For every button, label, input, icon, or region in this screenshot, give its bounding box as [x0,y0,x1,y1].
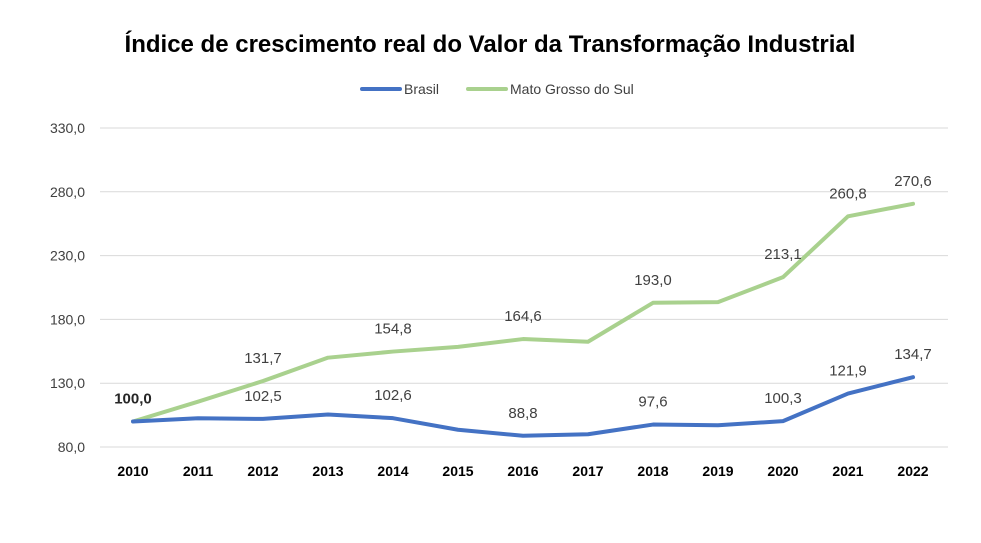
data-label: 134,7 [894,346,932,363]
legend-label-mato-grosso-do-sul: Mato Grosso do Sul [510,81,634,97]
legend-label-brasil: Brasil [404,81,439,97]
data-label: 213,1 [764,246,802,263]
x-axis: 2010 2011 2012 2013 2014 2015 2016 2017 2018 2019… [117,463,928,479]
data-label: 88,8 [508,405,537,422]
y-tick-label: 130,0 [50,375,85,391]
grid-lines [100,127,948,448]
chart-title: Índice de crescimento real do Valor da T… [125,30,856,58]
x-tick-label: 2011 [183,463,214,479]
data-label: 100,3 [764,390,802,407]
x-tick-label: 2018 [637,463,668,479]
legend: Brasil Mato Grosso do Sul [360,81,634,97]
data-label: 102,6 [374,387,412,404]
data-label: 97,6 [638,394,667,411]
data-label: 260,8 [829,185,867,202]
y-tick-label: 330,0 [50,120,85,136]
series-line-brasil [131,375,915,438]
x-tick-label: 2010 [117,463,148,479]
x-tick-label: 2017 [572,463,603,479]
data-label: 100,0 [114,390,152,407]
y-tick-label: 80,0 [58,439,85,455]
y-tick-label: 280,0 [50,184,85,200]
data-label: 102,5 [244,388,282,405]
x-tick-label: 2013 [312,463,343,479]
data-labels: 102,5 102,6 88,8 97,6 100,3 121,9 134,7 100,0 13… [114,173,932,422]
data-label: 121,9 [829,363,867,380]
series-line-mato-grosso-do-sul [131,201,915,424]
x-tick-label: 2015 [442,463,473,479]
data-label: 131,7 [244,350,282,367]
data-label: 193,0 [634,272,672,289]
x-tick-label: 2016 [507,463,538,479]
series-layer [131,201,915,438]
x-tick-label: 2021 [832,463,863,479]
y-tick-label: 180,0 [50,311,85,327]
x-tick-label: 2014 [377,463,408,479]
y-axis: 80,0 130,0 180,0 230,0 280,0 330,0 [50,120,85,455]
x-tick-label: 2012 [247,463,278,479]
x-tick-label: 2022 [897,463,928,479]
y-tick-label: 230,0 [50,248,85,264]
data-label: 270,6 [894,173,932,190]
x-tick-label: 2020 [767,463,798,479]
data-label: 164,6 [504,308,542,325]
x-tick-label: 2019 [702,463,733,479]
data-label: 154,8 [374,321,412,338]
